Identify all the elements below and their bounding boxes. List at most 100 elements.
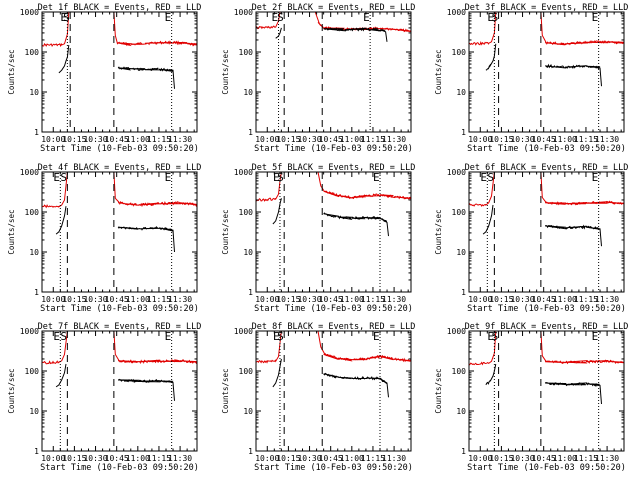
x-tick-label: 10:00	[41, 454, 65, 463]
series-lld-line	[469, 172, 624, 208]
x-tick-label: 10:45	[319, 295, 343, 304]
x-tick-label: 11:15	[361, 135, 385, 144]
series-events-line	[275, 26, 388, 42]
y-axis-label: Counts/sec	[221, 49, 230, 94]
marker-label: E	[592, 171, 599, 184]
y-tick-label: 100	[239, 367, 254, 376]
marker-label: E	[60, 11, 67, 24]
panel-title: Det 9f BLACK = Events, RED = LLD	[465, 322, 629, 332]
y-tick-label: 100	[239, 48, 254, 57]
marker-label: S	[277, 11, 284, 24]
x-tick-label: 10:15	[62, 454, 86, 463]
x-axis-label: Start Time (10-Feb-03 09:50:20)	[467, 463, 626, 473]
x-tick-label: 10:30	[510, 135, 534, 144]
marker-label: E	[487, 11, 494, 24]
y-tick-label: 1000	[447, 8, 466, 17]
panel-title: Det 4f BLACK = Events, RED = LLD	[38, 163, 202, 173]
marker-label: S	[60, 171, 67, 184]
x-tick-label: 10:45	[532, 135, 556, 144]
x-tick-label: 10:30	[83, 135, 107, 144]
x-tick-label: 10:00	[468, 295, 492, 304]
x-tick-label: 11:15	[147, 454, 171, 463]
y-tick-label: 1000	[20, 8, 39, 17]
y-tick-label: 10	[243, 248, 253, 257]
y-tick-label: 100	[25, 48, 40, 57]
x-tick-label: 10:45	[105, 135, 129, 144]
x-tick-label: 10:00	[41, 295, 65, 304]
y-tick-label: 10	[29, 407, 39, 416]
y-tick-label: 1	[248, 128, 253, 137]
x-tick-label: 11:30	[595, 295, 619, 304]
x-tick-label: 10:15	[276, 135, 300, 144]
series-events-line	[272, 198, 389, 237]
y-tick-label: 1000	[447, 327, 466, 336]
y-axis-label: Counts/sec	[7, 49, 16, 94]
x-tick-label: 11:15	[147, 295, 171, 304]
panel-title: Det 7f BLACK = Events, RED = LLD	[38, 322, 202, 332]
x-tick-label: 10:30	[83, 454, 107, 463]
x-tick-label: 10:45	[319, 135, 343, 144]
marker-label: E	[165, 11, 172, 24]
x-tick-label: 11:15	[574, 454, 598, 463]
y-axis-label: Counts/sec	[434, 49, 443, 94]
plot-frame	[468, 11, 625, 133]
marker-label: S	[277, 330, 284, 343]
series-events-line	[55, 363, 175, 401]
x-axis-label: Start Time (10-Feb-03 09:50:20)	[254, 304, 413, 314]
y-tick-label: 1000	[20, 327, 39, 336]
y-tick-label: 10	[29, 88, 39, 97]
x-tick-label: 10:15	[62, 295, 86, 304]
marker-label: E	[592, 11, 599, 24]
marker-label: E	[273, 330, 280, 343]
y-tick-label: 1000	[447, 168, 466, 177]
y-tick-label: 1	[461, 288, 466, 297]
y-tick-label: 1	[461, 128, 466, 137]
series-lld-line	[42, 12, 197, 48]
x-tick-label: 10:00	[255, 295, 279, 304]
plot-frame	[41, 11, 198, 133]
plot-frame	[255, 11, 412, 133]
y-axis-label: Counts/sec	[7, 209, 16, 254]
y-tick-label: 100	[25, 208, 40, 217]
x-tick-label: 11:15	[361, 295, 385, 304]
x-axis-label: Start Time (10-Feb-03 09:50:20)	[40, 463, 199, 473]
series-lld-line	[42, 331, 197, 365]
x-tick-label: 11:00	[340, 135, 364, 144]
x-tick-label: 10:45	[319, 454, 343, 463]
x-tick-label: 11:30	[168, 295, 192, 304]
x-tick-label: 10:30	[297, 295, 321, 304]
x-tick-label: 11:15	[147, 135, 171, 144]
x-tick-label: 10:30	[297, 454, 321, 463]
y-tick-label: 100	[25, 367, 40, 376]
y-tick-label: 100	[239, 208, 254, 217]
x-tick-label: 11:30	[168, 454, 192, 463]
marker-label: S	[277, 171, 284, 184]
x-tick-label: 10:15	[62, 135, 86, 144]
series-lld-line	[256, 172, 411, 202]
y-tick-label: 1	[461, 447, 466, 456]
x-tick-label: 11:00	[126, 295, 150, 304]
x-tick-label: 11:30	[168, 135, 192, 144]
y-tick-label: 10	[29, 248, 39, 257]
series-lld-line	[469, 12, 624, 46]
y-tick-label: 10	[456, 407, 466, 416]
marker-label: E	[165, 171, 172, 184]
y-tick-label: 1	[34, 447, 39, 456]
y-tick-label: 1000	[234, 168, 253, 177]
x-tick-label: 10:45	[532, 295, 556, 304]
panel-title: Det 3f BLACK = Events, RED = LLD	[465, 3, 629, 13]
plot-frame	[468, 171, 625, 293]
x-tick-label: 11:00	[340, 454, 364, 463]
x-tick-label: 11:15	[574, 295, 598, 304]
y-tick-label: 100	[452, 367, 467, 376]
y-tick-label: 1	[34, 288, 39, 297]
x-tick-label: 10:15	[276, 454, 300, 463]
